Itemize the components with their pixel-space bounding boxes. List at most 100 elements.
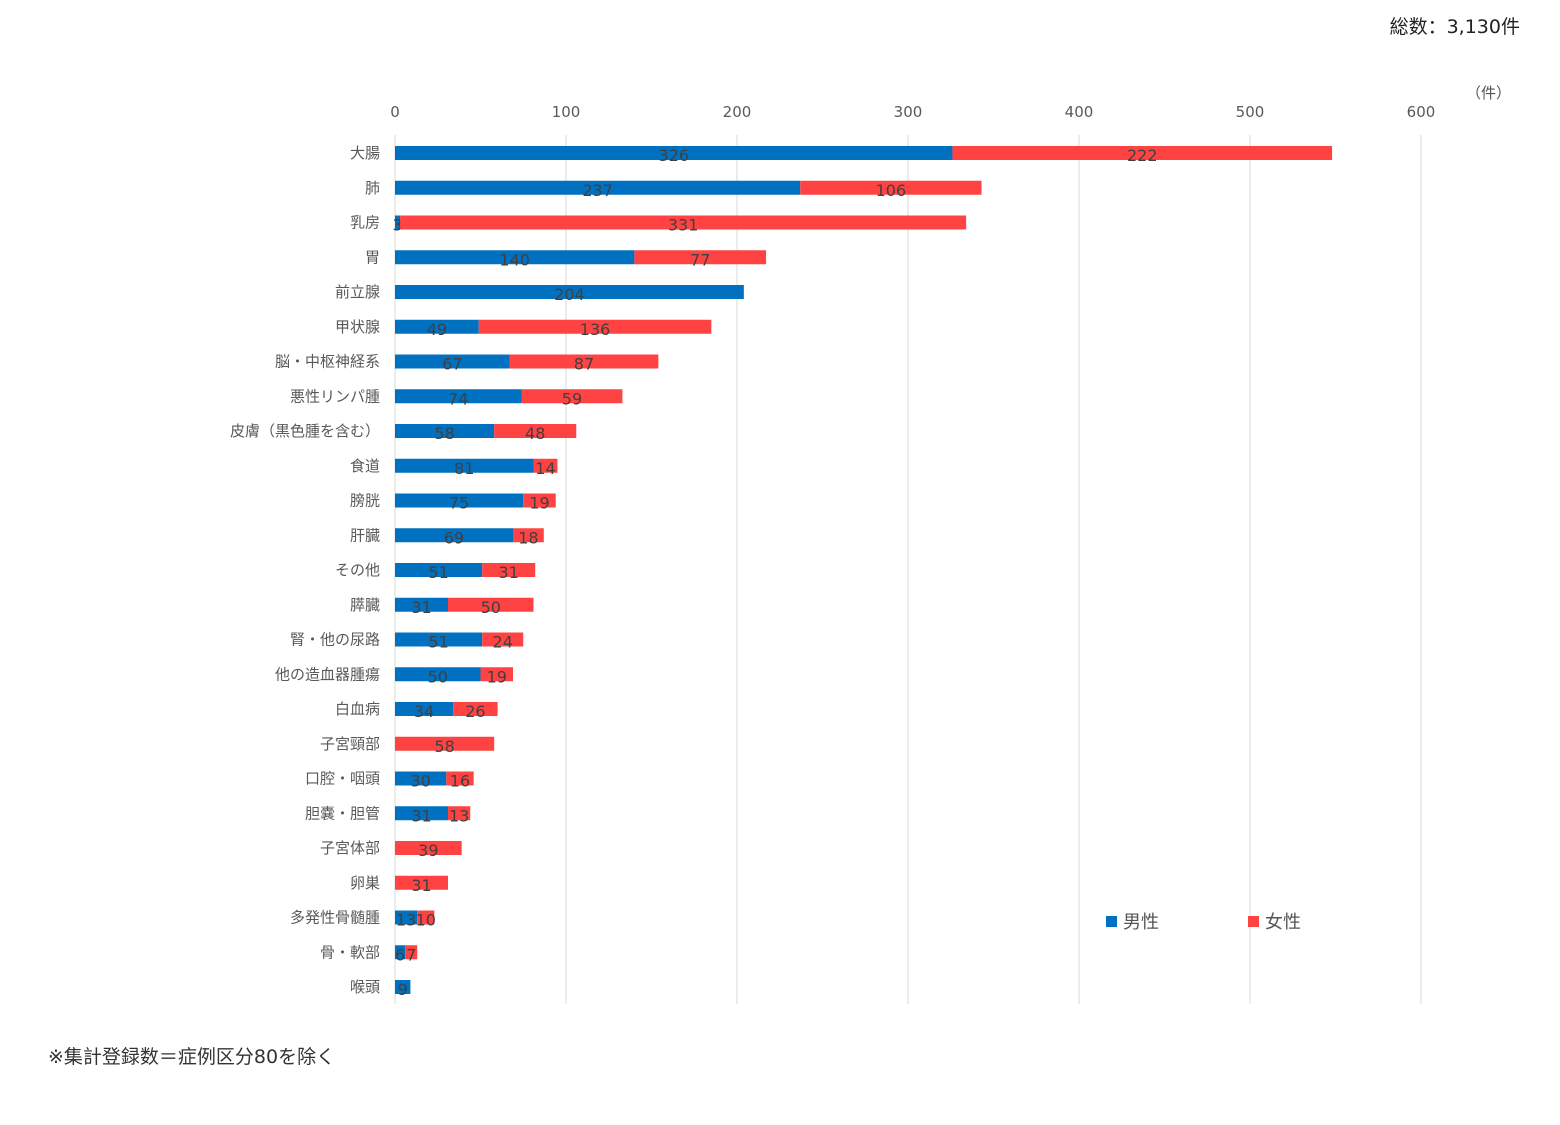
bar-male bbox=[395, 632, 483, 647]
data-label: 16 bbox=[450, 772, 470, 791]
bar-male bbox=[395, 771, 447, 786]
data-label: 7 bbox=[406, 945, 416, 964]
bar-female bbox=[521, 389, 623, 404]
category-label: 骨・軟部 bbox=[320, 943, 380, 961]
data-label: 51 bbox=[428, 633, 448, 652]
data-label: 26 bbox=[465, 702, 485, 721]
x-tick-label: 200 bbox=[723, 103, 752, 121]
data-label: 237 bbox=[582, 181, 613, 200]
data-label: 331 bbox=[668, 216, 699, 235]
data-label: 77 bbox=[690, 250, 710, 269]
data-label: 31 bbox=[411, 598, 431, 617]
data-label: 24 bbox=[493, 633, 513, 652]
bar-female bbox=[405, 945, 418, 960]
data-label: 75 bbox=[449, 494, 469, 513]
bar-male bbox=[395, 667, 481, 682]
bar-male bbox=[395, 806, 449, 821]
category-label: 胆嚢・胆管 bbox=[305, 804, 380, 822]
bar-female bbox=[509, 354, 659, 369]
x-tick-label: 600 bbox=[1407, 103, 1436, 121]
bar-male bbox=[395, 910, 418, 925]
data-label: 67 bbox=[442, 355, 462, 374]
bar-female bbox=[417, 910, 435, 925]
bar-female bbox=[448, 597, 534, 612]
data-label: 10 bbox=[416, 911, 436, 930]
legend-item-female: 女性 bbox=[1248, 908, 1301, 934]
bar-female bbox=[952, 146, 1333, 160]
x-tick-label: 300 bbox=[894, 103, 923, 121]
bar-female bbox=[478, 319, 712, 334]
bar-female bbox=[800, 180, 982, 195]
bar-male bbox=[395, 563, 483, 577]
data-label: 326 bbox=[658, 146, 689, 165]
bar-female bbox=[494, 424, 577, 438]
legend-label-female: 女性 bbox=[1265, 912, 1301, 933]
legend-swatch-male bbox=[1106, 915, 1117, 927]
data-label: 106 bbox=[876, 181, 907, 200]
category-label: 膀胱 bbox=[350, 492, 380, 510]
x-tick-label: 100 bbox=[552, 103, 581, 121]
bar-male bbox=[395, 285, 744, 299]
legend-swatch-female bbox=[1248, 915, 1259, 927]
category-label: 子宮体部 bbox=[320, 839, 380, 857]
category-label: 悪性リンパ腫 bbox=[290, 387, 380, 405]
data-label: 50 bbox=[481, 598, 501, 617]
total-count: 総数：3,130件 bbox=[1389, 16, 1520, 38]
category-label: 膵臓 bbox=[350, 596, 380, 614]
data-label: 39 bbox=[418, 841, 438, 860]
data-label: 34 bbox=[414, 702, 434, 721]
bar-female bbox=[446, 771, 474, 786]
data-label: 18 bbox=[518, 528, 538, 547]
category-label: 前立腺 bbox=[335, 283, 380, 301]
bar-male bbox=[395, 354, 510, 369]
bar-female bbox=[395, 875, 449, 890]
category-label: 口腔・咽頭 bbox=[305, 770, 380, 788]
data-label: 14 bbox=[535, 459, 555, 478]
category-label: 食道 bbox=[350, 457, 380, 475]
bar-male bbox=[395, 180, 801, 195]
data-label: 31 bbox=[411, 876, 431, 895]
category-label: 喉頭 bbox=[350, 978, 380, 996]
bar-male bbox=[395, 424, 495, 438]
data-label: 136 bbox=[580, 320, 611, 339]
footnote: ※集計登録数＝症例区分80を除く bbox=[48, 1046, 336, 1068]
data-label: 81 bbox=[454, 459, 474, 478]
data-label: 74 bbox=[448, 389, 468, 408]
bar-female bbox=[395, 736, 495, 751]
data-label: 13 bbox=[396, 911, 416, 930]
data-label: 222 bbox=[1127, 146, 1158, 165]
bar-female bbox=[400, 215, 967, 230]
data-label: 48 bbox=[525, 424, 545, 443]
data-label: 140 bbox=[499, 250, 530, 269]
data-label: 58 bbox=[434, 737, 454, 756]
category-label: 甲状腺 bbox=[335, 318, 380, 336]
bar-male bbox=[395, 146, 953, 160]
category-label: 卵巣 bbox=[350, 874, 380, 892]
category-label: 他の造血器腫瘍 bbox=[275, 665, 380, 683]
bar-male bbox=[395, 945, 406, 960]
bar-female bbox=[634, 250, 767, 265]
category-label: 肝臓 bbox=[350, 526, 380, 544]
bar-female bbox=[453, 702, 498, 716]
bar-female bbox=[482, 632, 524, 647]
bar-female bbox=[533, 458, 558, 473]
bar-male bbox=[395, 389, 522, 404]
category-label: 大腸 bbox=[350, 144, 380, 162]
bar-male bbox=[395, 493, 524, 508]
bar-male bbox=[395, 250, 635, 265]
data-label: 19 bbox=[487, 667, 507, 686]
bar-male bbox=[395, 215, 401, 230]
data-label: 50 bbox=[428, 667, 448, 686]
data-label: 13 bbox=[449, 806, 469, 825]
category-label: 乳房 bbox=[350, 214, 380, 232]
category-label: その他 bbox=[335, 561, 380, 579]
category-label: 脳・中枢神経系 bbox=[275, 353, 380, 371]
bar-female bbox=[482, 563, 536, 577]
bar-female bbox=[395, 841, 462, 855]
bar-female bbox=[512, 528, 544, 543]
bar-male bbox=[395, 702, 454, 716]
bar-female bbox=[480, 667, 513, 682]
data-label: 6 bbox=[395, 945, 405, 964]
x-tick-label: 500 bbox=[1236, 103, 1265, 121]
